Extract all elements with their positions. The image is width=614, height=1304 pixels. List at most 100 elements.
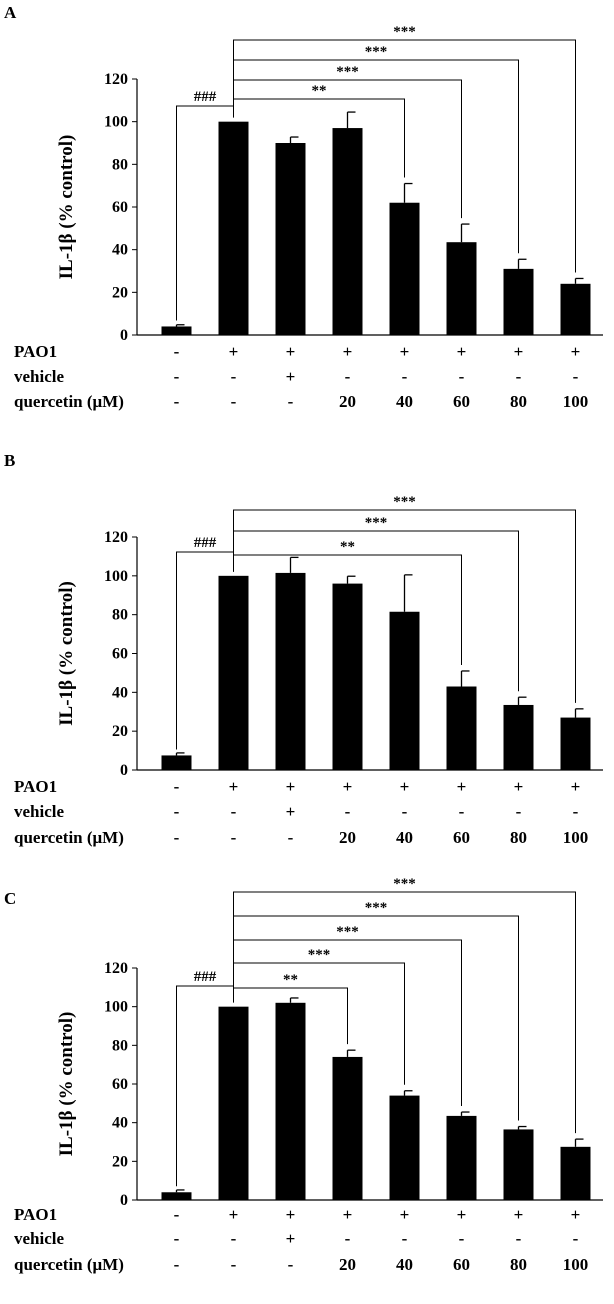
condition-value: - bbox=[231, 1229, 237, 1248]
condition-value: 100 bbox=[563, 828, 589, 847]
condition-value: 20 bbox=[339, 828, 356, 847]
condition-value: 80 bbox=[510, 392, 527, 411]
y-tick-label: 40 bbox=[112, 684, 128, 701]
panel-label: B bbox=[4, 451, 15, 470]
bar bbox=[389, 1095, 420, 1200]
condition-row-label: vehicle bbox=[14, 1229, 64, 1248]
bar bbox=[275, 143, 306, 335]
bar bbox=[560, 717, 591, 770]
significance-label: ### bbox=[194, 535, 217, 551]
condition-value: - bbox=[459, 367, 465, 386]
significance-bracket bbox=[233, 891, 576, 1134]
significance-label: ### bbox=[194, 969, 217, 985]
condition-value: + bbox=[514, 777, 524, 796]
condition-value: + bbox=[400, 777, 410, 796]
condition-value: + bbox=[457, 342, 467, 361]
significance-label: *** bbox=[336, 64, 359, 80]
bar bbox=[218, 1006, 249, 1200]
y-tick-label: 120 bbox=[104, 960, 128, 977]
condition-value: - bbox=[573, 367, 579, 386]
condition-value: - bbox=[516, 367, 522, 386]
condition-value: 80 bbox=[510, 1255, 527, 1274]
condition-row-label: PAO1 bbox=[14, 1205, 57, 1224]
condition-value: + bbox=[514, 342, 524, 361]
condition-value: 20 bbox=[339, 1255, 356, 1274]
significance-label: *** bbox=[365, 900, 388, 916]
condition-value: - bbox=[174, 828, 180, 847]
condition-value: - bbox=[288, 1255, 294, 1274]
condition-value: - bbox=[345, 1229, 351, 1248]
bar bbox=[332, 128, 363, 335]
condition-value: 40 bbox=[396, 1255, 413, 1274]
condition-value: + bbox=[286, 1229, 296, 1248]
condition-value: 60 bbox=[453, 392, 470, 411]
condition-value: 80 bbox=[510, 828, 527, 847]
y-tick-label: 20 bbox=[112, 723, 128, 740]
bar bbox=[503, 704, 534, 770]
condition-value: - bbox=[231, 367, 237, 386]
significance-label: *** bbox=[365, 44, 388, 60]
significance-label: *** bbox=[308, 947, 331, 963]
y-tick-label: 120 bbox=[104, 529, 128, 546]
bar bbox=[161, 755, 192, 770]
y-tick-label: 60 bbox=[112, 1076, 128, 1093]
bar bbox=[389, 611, 420, 770]
significance-label: ** bbox=[283, 972, 298, 988]
y-tick-label: 80 bbox=[112, 1037, 128, 1054]
y-tick-label: 60 bbox=[112, 646, 128, 663]
panel-label: A bbox=[4, 3, 17, 22]
bar bbox=[503, 1129, 534, 1200]
y-tick-label: 100 bbox=[104, 568, 128, 585]
condition-value: - bbox=[174, 1255, 180, 1274]
panel-c: C IL-1β (% control) 0 20 40 60 80 100 120 PAO1 - + +… bbox=[4, 876, 603, 1274]
y-axis-label: IL-1β (% control) bbox=[56, 135, 77, 280]
condition-row-label: vehicle bbox=[14, 802, 64, 821]
condition-value: - bbox=[231, 802, 237, 821]
condition-value: + bbox=[571, 342, 581, 361]
y-axis-label: IL-1β (% control) bbox=[56, 581, 77, 726]
condition-value: + bbox=[229, 1205, 239, 1224]
significance-label: ** bbox=[312, 83, 327, 99]
significance-label: *** bbox=[393, 494, 416, 510]
significance-label: ### bbox=[194, 89, 217, 105]
y-tick-label: 20 bbox=[112, 1153, 128, 1170]
y-tick-label: 80 bbox=[112, 607, 128, 624]
significance-bracket bbox=[176, 105, 234, 321]
condition-value: - bbox=[516, 802, 522, 821]
condition-value: - bbox=[174, 392, 180, 411]
condition-value: 60 bbox=[453, 1255, 470, 1274]
condition-value: + bbox=[343, 777, 353, 796]
significance-label: *** bbox=[393, 876, 416, 892]
condition-value: - bbox=[174, 802, 180, 821]
condition-value: - bbox=[459, 802, 465, 821]
y-tick-label: 120 bbox=[104, 71, 128, 88]
bar bbox=[275, 1002, 306, 1200]
bar bbox=[218, 121, 249, 336]
condition-value: + bbox=[400, 342, 410, 361]
condition-value: + bbox=[286, 367, 296, 386]
condition-value: 20 bbox=[339, 392, 356, 411]
panel-b: B IL-1β (% control) 0 20 40 60 80 100 120 PAO1 - + +… bbox=[4, 451, 603, 847]
condition-row-label: quercetin (μM) bbox=[14, 392, 124, 411]
condition-value: + bbox=[571, 1205, 581, 1224]
y-tick-label: 0 bbox=[120, 1192, 128, 1209]
bar bbox=[218, 575, 249, 770]
bar bbox=[446, 686, 477, 770]
significance-label: ** bbox=[340, 539, 355, 555]
condition-value: 40 bbox=[396, 392, 413, 411]
condition-value: - bbox=[174, 1229, 180, 1248]
y-tick-label: 60 bbox=[112, 199, 128, 216]
condition-value: 100 bbox=[563, 1255, 589, 1274]
condition-value: + bbox=[343, 1205, 353, 1224]
y-tick-label: 40 bbox=[112, 242, 128, 259]
y-tick-label: 80 bbox=[112, 156, 128, 173]
condition-value: 100 bbox=[563, 392, 589, 411]
condition-value: - bbox=[402, 1229, 408, 1248]
bar bbox=[503, 268, 534, 335]
y-tick-label: 100 bbox=[104, 999, 128, 1016]
significance-bracket bbox=[233, 509, 576, 703]
condition-value: - bbox=[288, 828, 294, 847]
significance-bracket bbox=[233, 39, 576, 273]
condition-value: + bbox=[286, 802, 296, 821]
